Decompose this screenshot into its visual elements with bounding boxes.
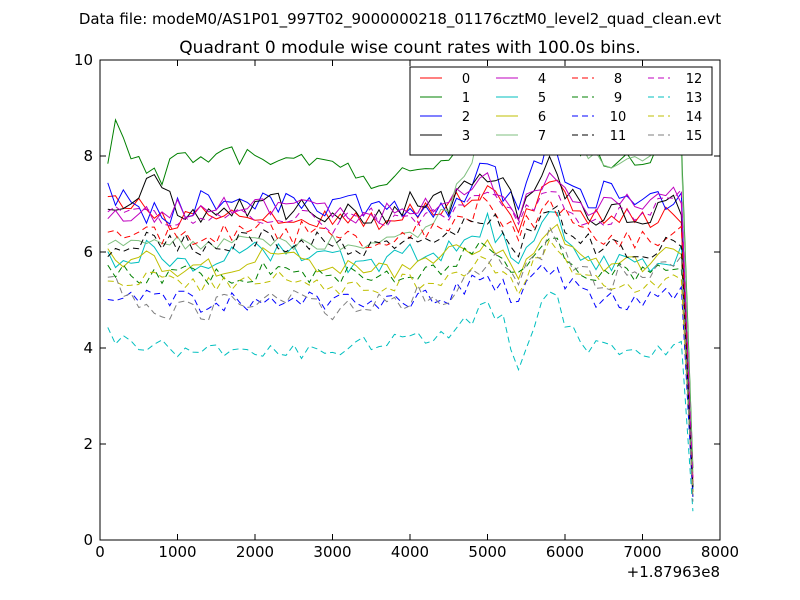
y-tick-label: 0	[83, 531, 93, 549]
series-line-8	[107, 193, 694, 483]
x-tick-label: 7000	[623, 543, 661, 561]
series-line-14	[107, 238, 694, 493]
series-line-12	[107, 188, 694, 483]
x-tick-label: 4000	[391, 543, 429, 561]
legend-label-9: 9	[614, 91, 622, 106]
legend-label-6: 6	[538, 110, 546, 125]
y-tick-label: 4	[83, 339, 93, 357]
legend-box	[409, 66, 713, 156]
legend-label-15: 15	[686, 129, 703, 144]
legend-label-4: 4	[538, 72, 546, 87]
x-tick-label: 8000	[701, 543, 739, 561]
legend-label-12: 12	[686, 72, 703, 87]
series-line-0	[107, 179, 694, 483]
legend-label-3: 3	[462, 129, 470, 144]
x-tick-label: 2000	[236, 543, 274, 561]
series-line-4	[107, 171, 694, 478]
legend-label-5: 5	[538, 91, 546, 106]
series-line-5	[107, 211, 694, 493]
legend-label-14: 14	[686, 110, 703, 125]
x-axis: 0 1000 2000 3000 4000 5000 6000 7000 8000	[95, 60, 739, 561]
legend-label-1: 1	[462, 91, 470, 106]
legend-label-13: 13	[686, 91, 703, 106]
series-line-10	[107, 263, 694, 497]
series-line-2	[107, 131, 694, 493]
chart-title: Quadrant 0 module wise count rates with …	[179, 38, 640, 58]
legend-label-10: 10	[610, 110, 627, 125]
y-tick-label: 6	[83, 243, 93, 261]
x-tick-label: 0	[95, 543, 105, 561]
x-tick-label: 3000	[313, 543, 351, 561]
series-line-15	[107, 225, 694, 502]
series-line-13	[107, 291, 694, 512]
series-line-11	[107, 205, 694, 488]
legend-label-8: 8	[614, 72, 622, 87]
series-group	[107, 80, 694, 512]
series-line-1	[107, 101, 694, 469]
x-tick-label: 5000	[468, 543, 506, 561]
y-tick-label: 8	[83, 147, 93, 165]
series-line-6	[107, 223, 694, 497]
series-line-9	[107, 237, 694, 493]
x-offset-label: +1.87963e8	[627, 563, 720, 581]
legend-label-11: 11	[610, 129, 627, 144]
y-tick-label: 10	[74, 51, 93, 69]
file-title: Data file: modeM0/AS1P01_997T02_90000002…	[79, 10, 721, 29]
legend-label-0: 0	[462, 72, 470, 87]
legend-label-7: 7	[538, 129, 546, 144]
legend-label-2: 2	[462, 110, 470, 125]
x-tick-label: 6000	[546, 543, 584, 561]
x-tick-label: 1000	[158, 543, 196, 561]
y-tick-label: 2	[83, 435, 93, 453]
